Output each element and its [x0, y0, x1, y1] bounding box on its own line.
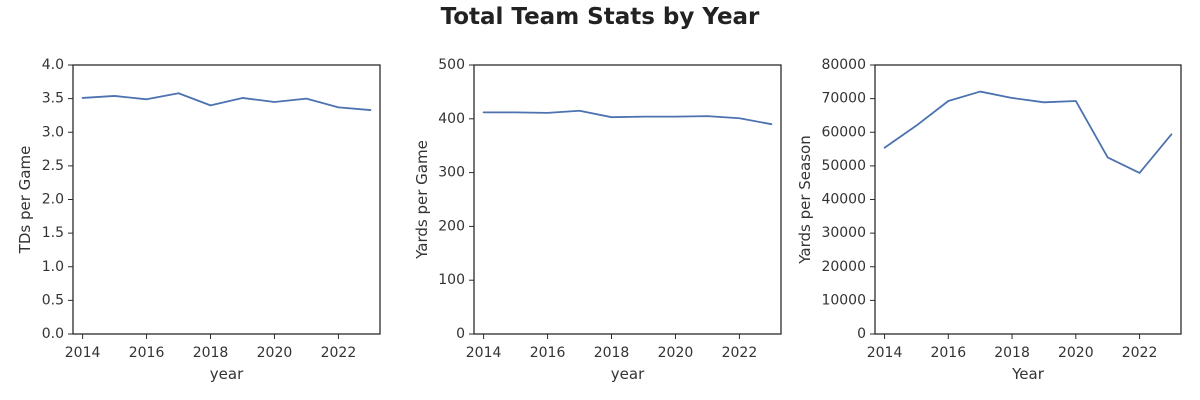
plot-frame	[874, 64, 1182, 335]
y-tick-label: 30000	[821, 225, 866, 241]
x-tick-label: 2016	[930, 345, 966, 361]
x-tick-label: 2014	[867, 345, 903, 361]
y-tick-label: 60000	[821, 124, 866, 140]
x-tick-label: 2016	[129, 345, 165, 361]
data-point	[336, 105, 340, 109]
data-point	[482, 110, 486, 114]
y-tick-label: 3.0	[42, 124, 64, 140]
data-point	[578, 109, 582, 113]
data-point	[272, 100, 276, 104]
y-tick-label: 200	[438, 218, 465, 234]
data-point	[1042, 100, 1046, 104]
y-tick-label: 0	[857, 326, 866, 342]
series-line	[883, 90, 1173, 174]
y-tick-label: 0	[456, 326, 465, 342]
x-tick-label: 2022	[1122, 345, 1158, 361]
y-tick-label: 2.5	[42, 158, 64, 174]
data-point	[177, 91, 181, 95]
y-tick-label: 50000	[821, 158, 866, 174]
data-point	[883, 146, 887, 150]
data-point	[1106, 155, 1110, 159]
y-tick-label: 80000	[821, 57, 866, 73]
chart-panel-2: 0 100 200 300 400 500 2014 2016 2018 2020 2022 year…	[413, 57, 782, 383]
y-tick-label: 3.5	[42, 91, 64, 107]
data-point	[1010, 96, 1014, 100]
y-axis-label: Yards per Season	[796, 135, 814, 264]
data-point	[946, 99, 950, 103]
data-point	[705, 114, 709, 118]
x-tick-label: 2020	[658, 345, 694, 361]
y-tick-label: 500	[438, 57, 465, 73]
y-tick-label: 400	[438, 111, 465, 127]
data-point	[769, 122, 773, 126]
plot-frame	[473, 64, 782, 335]
chart-panel-3: 0 10000 20000 30000 40000 50000 60000 70000 8000…	[796, 57, 1182, 383]
data-point	[610, 115, 614, 119]
chart-panel-1: 0.0 0.5 1.0 1.5 2.0 2.5 3.0 3.5 4.0 2014 2016 2018 2…	[16, 57, 381, 383]
data-point	[546, 111, 550, 115]
data-point	[914, 124, 918, 128]
y-tick-label: 300	[438, 165, 465, 181]
y-tick-label: 1.5	[42, 225, 64, 241]
y-tick-label: 1.0	[42, 259, 64, 275]
y-tick-label: 4.0	[42, 57, 64, 73]
data-point	[304, 97, 308, 101]
y-tick-label: 0.5	[42, 292, 64, 308]
data-point	[368, 108, 372, 112]
data-point	[737, 116, 741, 120]
data-point	[641, 115, 645, 119]
y-axis-label: Yards per Game	[413, 140, 431, 260]
y-tick-label: 20000	[821, 259, 866, 275]
x-axis-label: year	[210, 365, 244, 383]
series-line	[81, 92, 372, 111]
data-point	[978, 90, 982, 94]
y-tick-label: 100	[438, 272, 465, 288]
y-tick-label: 40000	[821, 192, 866, 208]
plot-frame	[72, 64, 381, 335]
x-tick-label: 2014	[466, 345, 502, 361]
y-tick-label: 2.0	[42, 192, 64, 208]
x-axis-label: year	[611, 365, 645, 383]
figure-title: Total Team Stats by Year	[440, 4, 760, 30]
y-axis-label: TDs per Game	[16, 146, 34, 255]
x-tick-label: 2016	[530, 345, 566, 361]
data-point	[145, 97, 149, 101]
data-point	[113, 94, 117, 98]
x-tick-label: 2014	[65, 345, 101, 361]
x-tick-label: 2020	[1058, 345, 1094, 361]
data-point	[1138, 171, 1142, 175]
x-tick-label: 2018	[594, 345, 630, 361]
y-tick-label: 0.0	[42, 326, 64, 342]
data-point	[1074, 99, 1078, 103]
x-tick-label: 2018	[193, 345, 229, 361]
data-point	[514, 110, 518, 114]
x-tick-label: 2020	[257, 345, 293, 361]
data-point	[240, 96, 244, 100]
series-line	[482, 109, 773, 126]
data-point	[1169, 132, 1173, 136]
x-tick-label: 2022	[722, 345, 758, 361]
y-tick-label: 10000	[821, 292, 866, 308]
x-axis-label: Year	[1011, 365, 1045, 383]
data-point	[209, 103, 213, 107]
data-point	[673, 115, 677, 119]
x-tick-label: 2022	[321, 345, 357, 361]
data-point	[81, 96, 85, 100]
y-tick-label: 70000	[821, 91, 866, 107]
x-tick-label: 2018	[994, 345, 1030, 361]
